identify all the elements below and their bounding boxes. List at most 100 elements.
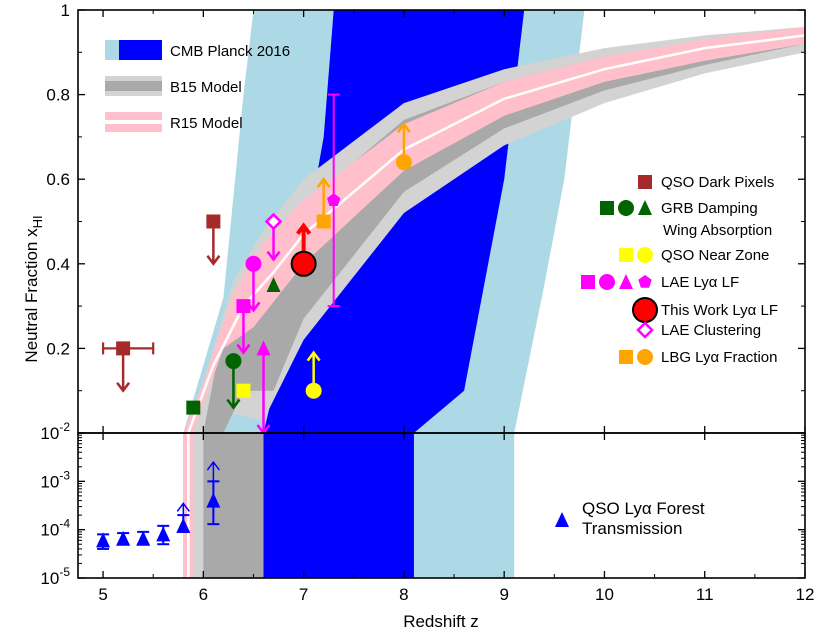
legend-marker — [600, 201, 614, 215]
legend-swatch-inner — [105, 81, 162, 91]
qso-dark-pixels-square-0-arrow-head — [116, 381, 131, 393]
lbg-ly-fraction-circle-0 — [395, 154, 412, 171]
qso-ly-forest-transmission-triangle-1 — [116, 530, 131, 546]
grb-damping-wing-absorption-circle-0 — [225, 353, 242, 370]
lae-clustering-open-diamond-0-arrow-head — [266, 250, 281, 262]
r15-center-line — [187, 34, 805, 433]
tick-exponent: -4 — [59, 517, 70, 531]
legend-label: QSO Near Zone — [661, 247, 769, 264]
legend-label: QSO Dark Pixels — [661, 174, 774, 191]
legend-marker — [619, 274, 633, 289]
this-work-ly-lf-circle-0 — [290, 250, 317, 277]
legend-label: B15 Model — [170, 79, 242, 96]
bottom-panel-bands — [183, 433, 515, 578]
legend-label: CMB Planck 2016 — [170, 43, 290, 60]
y-tick-label: 0.8 — [46, 86, 70, 105]
legend-marker — [618, 200, 634, 216]
y-tick-label: 0.6 — [46, 170, 70, 189]
lae-ly-lf-square-0-arrow-head — [236, 343, 251, 355]
legend-swatch-inner — [119, 40, 162, 60]
this-work-ly-lf-circle-0-arrow-head — [296, 222, 312, 235]
legend-marker — [599, 274, 615, 290]
x-tick-label: 8 — [399, 585, 408, 604]
x-axis-label: Redshift z — [403, 612, 479, 631]
tick-exponent: -3 — [59, 468, 70, 482]
legend-marker — [638, 275, 652, 288]
y-log-tick-label: 10-3 — [40, 468, 70, 491]
lbg-ly-fraction-square-0-arrow-head — [316, 177, 331, 188]
legend-label: LAE Clustering — [661, 322, 761, 339]
bottom-panel-frame — [77, 432, 806, 579]
legend-marker — [636, 321, 654, 339]
tick-base: 10 — [40, 424, 59, 443]
y-log-tick-label: 10-2 — [40, 420, 70, 443]
legend-swatch-inner — [105, 120, 162, 124]
x-tick-label: 11 — [696, 585, 714, 604]
legend-marker — [637, 247, 653, 263]
legend-marker — [632, 297, 658, 323]
qso-dark-pixels-square-0 — [116, 341, 131, 356]
lae-ly-lf-pentagon-0 — [327, 193, 341, 206]
qso-ly-forest-transmission-triangle-3 — [156, 526, 171, 542]
qso-ly-forest-transmission-triangle-5 — [206, 492, 221, 508]
lbg-ly-fraction-circle-0-arrow-head — [396, 122, 411, 133]
grb-damping-wing-absorption-square-0 — [186, 400, 201, 415]
qso-dark-pixels-square-1 — [206, 214, 221, 229]
legend-label: This Work Lyα LF — [661, 302, 778, 319]
legend: CMB Planck 2016 B15 Model R15 Model QSO Dar… — [105, 40, 778, 538]
y-axis-label: Neutral Fraction xHI — [22, 215, 45, 362]
tick-exponent: -2 — [59, 420, 70, 434]
tick-base: 10 — [40, 569, 59, 588]
qso-dark-pixels-square-1-arrow-head — [206, 255, 221, 266]
lae-ly-lf-square-0 — [236, 299, 251, 314]
qso-ly-forest-transmission-triangle-4 — [176, 517, 191, 533]
x-tick-label: 9 — [499, 585, 508, 604]
legend-marker — [638, 175, 652, 189]
qso-ly-forest-transmission-triangle-0 — [96, 532, 111, 548]
y-axis-label-sub: HI — [30, 215, 45, 228]
lae-clustering-open-diamond-0 — [264, 212, 283, 231]
legend-marker — [619, 248, 633, 262]
x-tick-label: 12 — [796, 585, 815, 604]
data-markers — [96, 93, 412, 550]
y-tick-label: 0.2 — [46, 339, 70, 358]
y-tick-label: 0.4 — [46, 255, 70, 274]
qso-near-zone-square-0 — [236, 383, 251, 398]
y-axis-label-main: Neutral Fraction x — [22, 228, 41, 363]
qso-near-zone-circle-0-arrow-head — [306, 350, 321, 362]
legend-label: LAE Lyα LF — [661, 274, 739, 291]
qso-ly-forest-transmission-triangle-2 — [136, 530, 151, 546]
lae-ly-lf-triangle-0 — [256, 340, 271, 356]
legend-label: GRB Damping — [661, 200, 758, 217]
legend-marker — [619, 350, 633, 364]
grb-damping-wing-absorption-circle-0-arrow-head — [226, 398, 241, 410]
qso-ly-forest-transmission-triangle-5-arrow-head — [206, 460, 220, 471]
cmb-band-inner-bottom — [263, 433, 414, 578]
legend-label: Wing Absorption — [663, 222, 772, 239]
tick-base: 10 — [40, 472, 59, 491]
legend-label: LBG Lyα Fraction — [661, 349, 778, 366]
x-tick-label: 10 — [595, 585, 614, 604]
legend-marker-bottom — [555, 512, 569, 527]
qso-ly-forest-transmission-triangle-4-arrow-head — [176, 502, 190, 512]
legend-label-bottom: QSO Lyα Forest — [582, 499, 705, 518]
grb-damping-wing-absorption-triangle-0 — [266, 276, 281, 292]
y-tick-label: 1 — [61, 1, 70, 20]
x-tick-label: 7 — [299, 585, 308, 604]
x-tick-label: 6 — [199, 585, 208, 604]
lae-ly-lf-circle-0-arrow-head — [246, 301, 261, 313]
y-log-tick-label: 10-4 — [40, 517, 70, 540]
qso-near-zone-circle-0 — [305, 382, 322, 399]
lae-ly-lf-circle-0 — [245, 255, 262, 272]
lbg-ly-fraction-square-0 — [316, 214, 331, 229]
tick-exponent: -5 — [59, 565, 70, 579]
legend-label: R15 Model — [170, 115, 243, 132]
legend-marker — [581, 275, 595, 289]
legend-marker — [637, 349, 653, 365]
tick-base: 10 — [40, 521, 59, 540]
legend-marker — [638, 200, 652, 215]
legend-label-bottom: Transmission — [582, 519, 682, 538]
x-tick-label: 5 — [98, 585, 107, 604]
